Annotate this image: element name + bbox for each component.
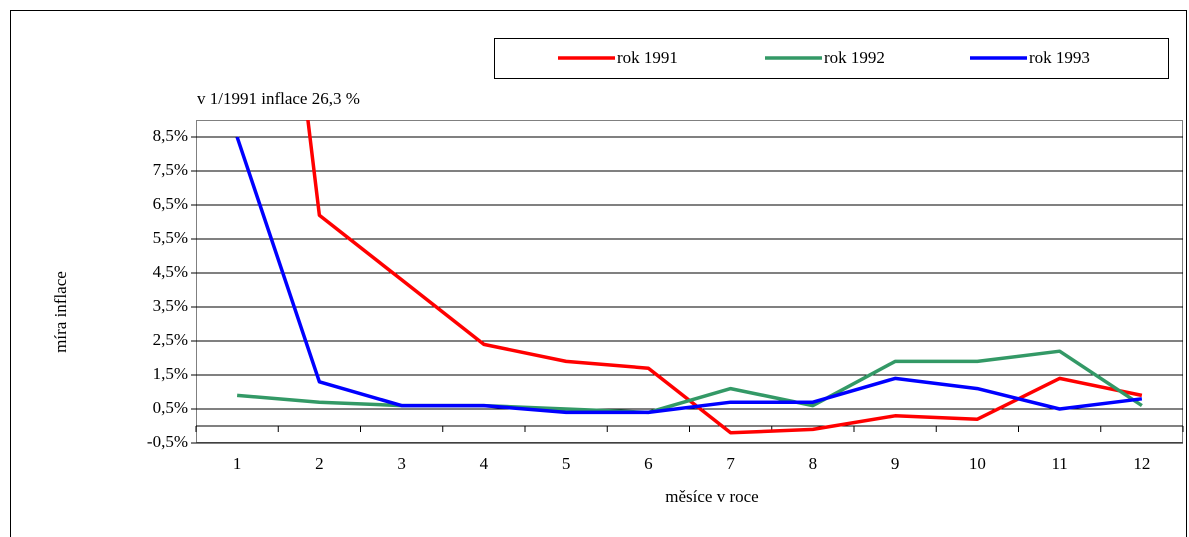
y-tick-label: 0,5% (153, 398, 188, 417)
x-axis-label: měsíce v roce (665, 487, 758, 506)
x-tick-label: 12 (1133, 454, 1150, 473)
series-group (235, 120, 1143, 435)
x-tick-label: 2 (315, 454, 324, 473)
x-tick-label: 5 (562, 454, 571, 473)
x-tick-label: 9 (891, 454, 900, 473)
y-tick-label: 5,5% (153, 228, 188, 247)
x-tick-label: 1 (233, 454, 242, 473)
y-tick-label: 7,5% (153, 160, 188, 179)
x-tick-label: 6 (644, 454, 653, 473)
x-tick-label: 11 (1051, 454, 1067, 473)
y-tick-label: 4,5% (153, 262, 188, 281)
x-tick-label: 8 (809, 454, 818, 473)
y-tick-label: 2,5% (153, 330, 188, 349)
series-line (235, 136, 1143, 415)
legend-label: rok 1993 (1029, 48, 1090, 67)
y-tick-label: 8,5% (153, 126, 188, 145)
annotation: v 1/1991 inflace 26,3 % (197, 89, 360, 108)
x-tick-label: 3 (397, 454, 406, 473)
y-axis-label: míra inflace (51, 271, 70, 353)
legend-box (494, 38, 1169, 79)
legend-label: rok 1992 (824, 48, 885, 67)
legend-label: rok 1991 (617, 48, 678, 67)
y-tick-label: 6,5% (153, 194, 188, 213)
plot-area (196, 120, 1183, 443)
y-tick-label: 1,5% (153, 364, 188, 383)
y-tick-label: 3,5% (153, 296, 188, 315)
frame (10, 10, 1187, 537)
x-tick-label: 7 (726, 454, 735, 473)
x-tick-label: 4 (480, 454, 489, 473)
x-tick-label: 10 (969, 454, 986, 473)
series-line (236, 349, 1143, 415)
y-tick-label: -0,5% (147, 432, 188, 451)
